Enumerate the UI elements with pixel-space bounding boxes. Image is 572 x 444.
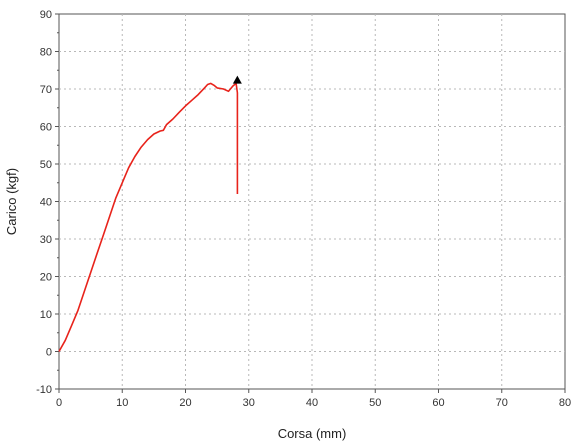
x-tick-label: 30 [243, 397, 255, 409]
y-tick-label: 20 [40, 272, 52, 284]
y-tick-label: 50 [40, 159, 52, 171]
x-tick-label: 50 [369, 397, 381, 409]
y-tick-label: 80 [40, 47, 52, 59]
x-axis-title: Corsa (mm) [278, 426, 347, 441]
x-tick-label: 70 [496, 397, 508, 409]
end-marker [232, 75, 242, 84]
y-tick-label: 90 [40, 9, 52, 21]
y-axis-title: Carico (kgf) [4, 168, 19, 235]
y-tick-label: -10 [36, 384, 52, 396]
series-layer [58, 75, 242, 352]
y-tick-label: 10 [40, 309, 52, 321]
x-tick-label: 0 [56, 397, 62, 409]
y-tick-label: 0 [46, 347, 52, 359]
x-tick-label: 80 [559, 397, 571, 409]
x-tick-label: 10 [116, 397, 128, 409]
y-tick-labels: -10 0 10 20 30 40 50 60 70 80 90 [36, 9, 52, 396]
y-tick-label: 40 [40, 197, 52, 209]
x-tick-labels: 0 10 20 30 40 50 60 70 80 [56, 397, 571, 409]
y-tick-label: 70 [40, 84, 52, 96]
grid-lines [59, 14, 565, 389]
series-line [58, 82, 239, 352]
x-tick-label: 20 [179, 397, 191, 409]
axis-ticks [55, 13, 566, 393]
y-tick-label: 30 [40, 234, 52, 246]
y-tick-label: 60 [40, 122, 52, 134]
x-tick-label: 40 [306, 397, 318, 409]
x-tick-label: 60 [432, 397, 444, 409]
